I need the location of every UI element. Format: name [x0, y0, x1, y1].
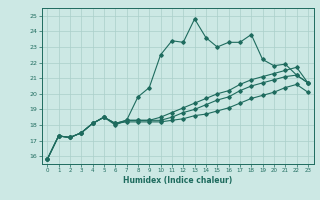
X-axis label: Humidex (Indice chaleur): Humidex (Indice chaleur) [123, 176, 232, 185]
